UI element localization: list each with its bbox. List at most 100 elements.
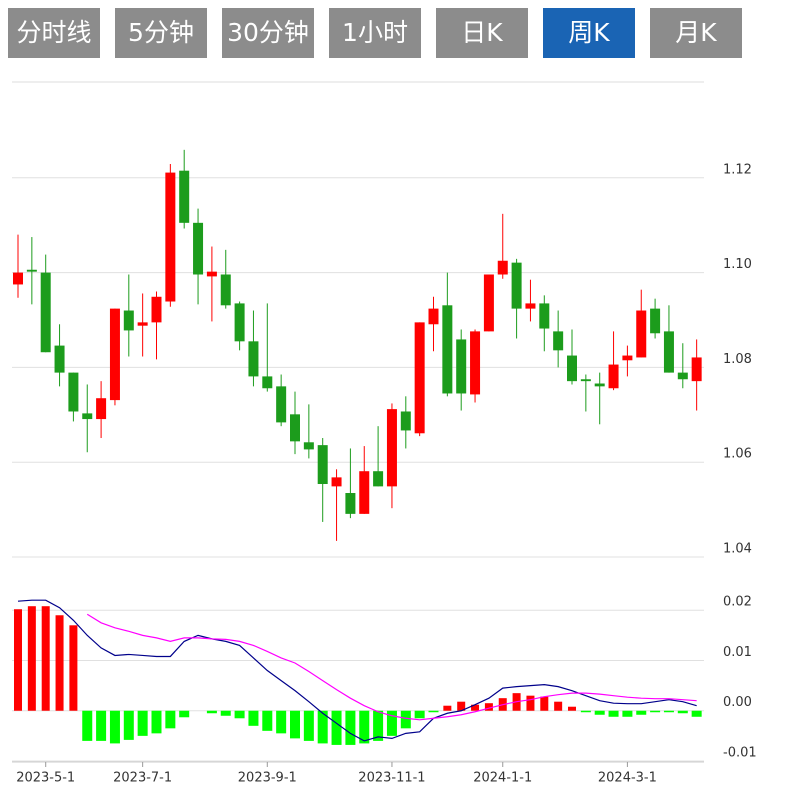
candle-body [82,413,93,420]
macd-bar [568,706,576,711]
macd-bar [650,710,661,713]
candle-body [248,341,259,377]
candle-body [96,398,107,420]
macd-bar [540,696,549,711]
candle-body [539,303,550,329]
candle-body [677,372,688,380]
macd-bar [123,710,134,740]
candle-body [553,331,564,351]
candle-body [123,310,134,331]
macd-bar [41,606,50,711]
macd-bar [276,710,287,734]
candle-body [206,271,217,277]
candle-body [483,274,494,332]
y-tick-label: 0.00 [723,695,752,710]
macd-bar [428,710,439,713]
candle-body [68,372,79,412]
macd-bar [317,710,328,744]
y-tick-label: 1.04 [723,542,752,557]
y-tick-label: 1.10 [723,257,752,272]
candle-body [525,303,536,309]
macd-bar [96,710,107,741]
y-tick-label: 1.12 [723,162,752,177]
candle-body [594,383,605,387]
candle-body [650,308,661,334]
macd-bar [69,625,78,711]
macd-bar [636,710,647,715]
candle-body [497,260,508,275]
macd-bar [580,710,591,713]
macd-bar [151,710,162,734]
candle-body [470,331,481,395]
candle-body [414,322,425,434]
period-tab[interactable]: 30分钟 [222,8,314,58]
y-tick-label: 0.02 [723,595,752,610]
candle-body [26,269,37,272]
macd-bar [27,606,36,711]
candle-body [511,262,522,309]
macd-bar [386,710,397,736]
x-tick-label: 2024-1-1 [473,771,532,786]
macd-bar [663,710,674,713]
macd-line [17,599,697,742]
macd-bar [55,615,64,711]
candle-body [40,272,51,353]
candle-body [151,296,162,323]
macd-bar [554,701,563,711]
candle-body [636,310,647,358]
candle-body [442,305,453,394]
macd-bar [262,710,273,731]
candle-body [622,355,633,361]
macd-bar [345,710,356,745]
candle-body [234,303,245,342]
x-tick-label: 2024-3-1 [598,771,657,786]
period-tab[interactable]: 1小时 [329,8,421,58]
y-tick-label: 0.01 [723,645,752,660]
candle-body [580,379,591,382]
period-tabs: 分时线 5分钟 30分钟 1小时 日K 周K 月K [8,8,742,58]
x-tick-label: 2023-5-1 [16,771,75,786]
candle-body [359,471,370,514]
candle-body [193,222,204,275]
y-tick-label: 1.06 [723,447,752,462]
macd-bar [443,705,452,711]
y-tick-label: -0.01 [723,745,757,760]
macd-bar [206,710,217,714]
candle-body [663,331,674,373]
macd-bar [331,710,342,745]
period-tab[interactable]: 分时线 [8,8,100,58]
macd-bar [14,609,22,711]
candle-body [691,357,702,382]
candle-body [428,308,439,325]
macd-bar [622,710,633,717]
macd-bar [220,710,231,716]
macd-bar [414,710,425,719]
candle-body [317,445,328,485]
y-tick-label: 1.08 [723,352,752,367]
candle-body [262,376,273,389]
x-tick-label: 2023-9-1 [238,771,297,786]
macd-bar [82,710,93,741]
period-tab[interactable]: 周K [543,8,635,58]
macd-bar [484,703,493,711]
candle-body [137,322,148,326]
macd-bar [248,710,259,726]
macd-bar [109,710,120,744]
candle-body [109,308,120,401]
period-tab[interactable]: 月K [650,8,742,58]
macd-bar [471,704,480,711]
period-tab[interactable]: 日K [436,8,528,58]
period-tab[interactable]: 5分钟 [115,8,207,58]
macd-bar [608,710,619,717]
macd-bar [234,710,245,719]
candle-body [303,442,314,450]
candle-body [608,364,619,389]
macd-bar [359,710,370,744]
candle-body [373,471,384,487]
macd-bar [526,695,535,711]
candle-body [220,274,231,306]
candle-body [386,409,397,487]
macd-line [86,613,697,721]
